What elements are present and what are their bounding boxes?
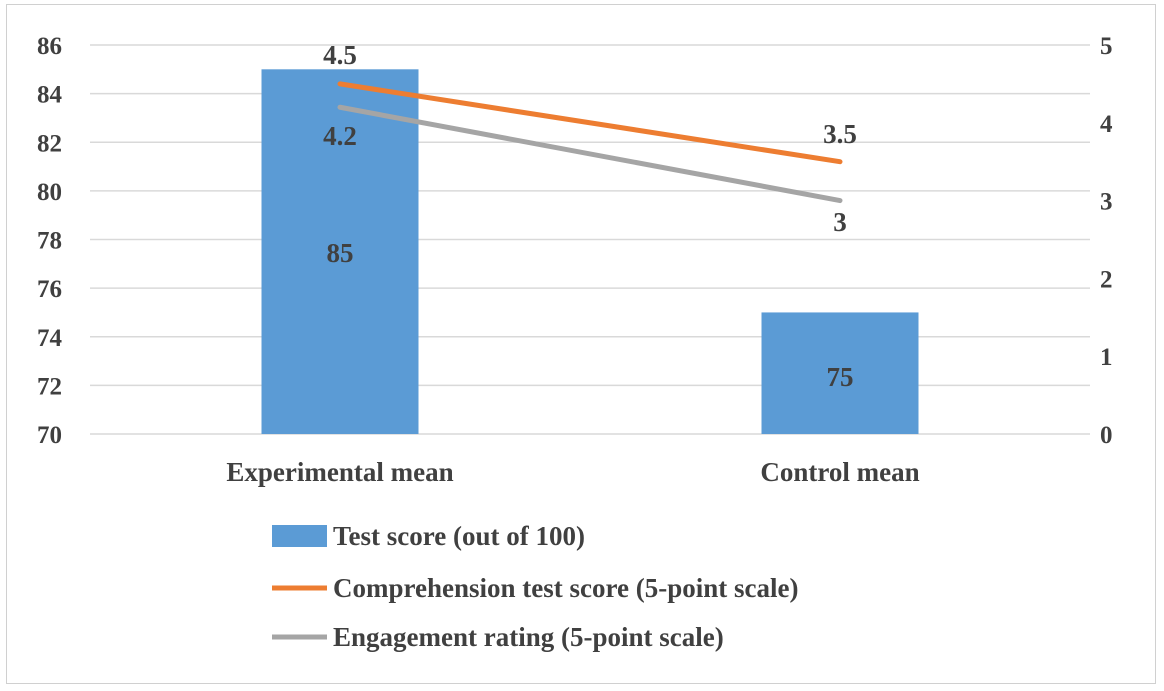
- right-axis-tick-label: 2: [1100, 266, 1113, 293]
- left-axis-tick-label: 82: [37, 130, 62, 157]
- legend-swatch-test-score: [272, 525, 327, 547]
- right-axis-tick-label: 5: [1100, 33, 1113, 60]
- bar: [761, 312, 919, 434]
- line-series: [337, 81, 843, 204]
- right-axis-tick-label: 3: [1100, 189, 1113, 216]
- right-axis-tick-label: 4: [1100, 111, 1113, 138]
- bar-data-label: 75: [827, 362, 854, 392]
- bar-series: [261, 69, 919, 434]
- right-axis-tick-label: 1: [1100, 344, 1113, 371]
- legend-label-test-score: Test score (out of 100): [333, 521, 585, 551]
- gridlines: [90, 44, 1090, 435]
- engagement-data-label: 4.2: [323, 121, 357, 151]
- legend: Test score (out of 100) Comprehension tes…: [272, 521, 798, 652]
- bar-data-label: 85: [327, 238, 354, 268]
- left-axis-tick-label: 84: [37, 82, 63, 109]
- left-axis-tick-label: 76: [37, 276, 62, 303]
- engagement-line: [337, 104, 843, 204]
- right-axis-tick-label: 0: [1100, 422, 1113, 449]
- left-axis-tick-label: 72: [37, 373, 62, 400]
- category-label: Experimental mean: [226, 457, 453, 487]
- left-axis-tick-label: 70: [37, 422, 62, 449]
- category-label: Control mean: [760, 457, 919, 487]
- category-labels: Experimental mean Control mean: [226, 457, 919, 487]
- chart-frame: [6, 4, 1156, 684]
- comprehension-data-label: 4.5: [323, 40, 357, 70]
- legend-label-engagement: Engagement rating (5-point scale): [333, 622, 724, 652]
- left-axis-tick-label: 74: [37, 325, 63, 352]
- engagement-data-label: 3: [833, 207, 847, 237]
- comprehension-data-label: 3.5: [823, 119, 857, 149]
- left-axis-tick-label: 80: [37, 179, 62, 206]
- left-axis-tick-label: 86: [37, 33, 62, 60]
- bar: [261, 69, 419, 434]
- left-axis-ticks: 70 72 74 76 78 80 82 84 86: [37, 33, 63, 449]
- left-axis-tick-label: 78: [37, 228, 62, 255]
- right-axis-ticks: 0 1 2 3 4 5: [1100, 33, 1113, 449]
- comprehension-line: [337, 81, 843, 165]
- data-labels: 85 75 4.5 3.5 4.2 3: [323, 40, 857, 392]
- legend-label-comprehension: Comprehension test score (5-point scale): [333, 573, 798, 603]
